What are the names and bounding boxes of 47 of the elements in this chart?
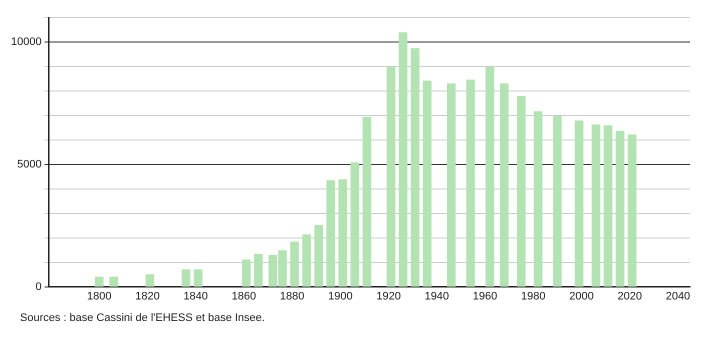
bar bbox=[616, 130, 624, 287]
x-tick-label: 1900 bbox=[328, 290, 353, 302]
bar bbox=[362, 116, 372, 287]
bar bbox=[242, 260, 251, 287]
bar bbox=[350, 162, 360, 287]
bar bbox=[516, 96, 526, 287]
x-tick-label: 1840 bbox=[183, 290, 208, 302]
bar bbox=[290, 242, 299, 287]
bar bbox=[553, 116, 562, 287]
x-tick-label: 1980 bbox=[521, 290, 546, 302]
x-tick-label: 1920 bbox=[376, 290, 401, 302]
y-tick-label: 10000 bbox=[10, 36, 42, 48]
bar bbox=[592, 124, 600, 287]
x-tick-label: 1960 bbox=[472, 290, 498, 302]
y-tick-label: 5000 bbox=[17, 158, 42, 170]
bar bbox=[182, 269, 190, 287]
x-tick-label: 1800 bbox=[86, 290, 112, 302]
bar bbox=[326, 180, 336, 287]
bar bbox=[146, 274, 154, 287]
x-tick-label: 2020 bbox=[617, 290, 642, 302]
bar bbox=[386, 66, 396, 287]
bar bbox=[574, 120, 584, 287]
bar bbox=[534, 111, 542, 287]
x-tick-label: 1820 bbox=[135, 290, 160, 302]
x-tick-label: 1860 bbox=[232, 290, 256, 302]
bar bbox=[604, 125, 612, 287]
bar bbox=[109, 276, 118, 287]
bar bbox=[314, 225, 323, 287]
y-tick-label: 0 bbox=[35, 280, 42, 293]
source-note: Sources : base Cassini de l'EHESS et base Insee. bbox=[20, 312, 266, 324]
bar bbox=[422, 80, 432, 287]
bar bbox=[338, 179, 348, 287]
bar bbox=[628, 134, 636, 287]
bar bbox=[398, 32, 408, 287]
bar bbox=[254, 254, 263, 287]
bar bbox=[302, 234, 311, 287]
bar bbox=[466, 80, 475, 287]
bar bbox=[410, 48, 420, 287]
bar bbox=[500, 83, 509, 287]
bar bbox=[94, 276, 104, 287]
bar bbox=[446, 83, 456, 287]
x-tick-label: 2000 bbox=[569, 290, 594, 302]
bar bbox=[486, 66, 494, 287]
x-tick-label: 2040 bbox=[666, 290, 690, 302]
x-tick-label: 1940 bbox=[424, 290, 450, 302]
bar bbox=[194, 269, 202, 287]
x-tick-label: 1880 bbox=[280, 290, 304, 302]
